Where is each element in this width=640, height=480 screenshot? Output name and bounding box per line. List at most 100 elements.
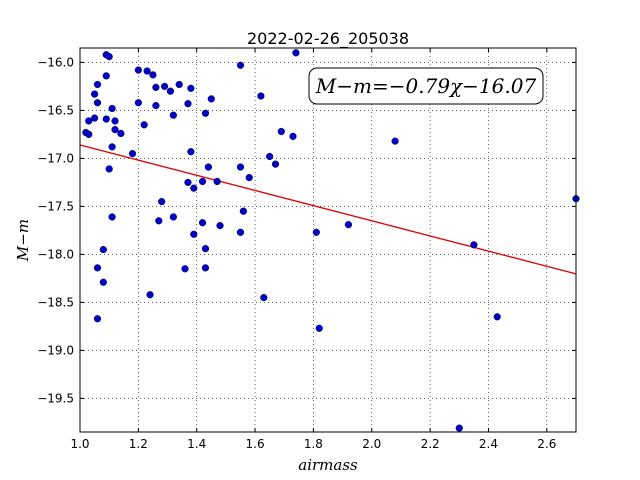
data-point — [312, 228, 320, 236]
y-tick-label: −16.0 — [37, 55, 74, 69]
y-tick-label: −17.0 — [37, 151, 74, 165]
data-point — [90, 90, 99, 98]
data-point — [108, 104, 116, 113]
x-tick-label: 1.4 — [187, 437, 206, 451]
x-axis-label: airmass — [298, 456, 358, 474]
data-point — [169, 213, 177, 221]
data-point — [155, 217, 163, 225]
data-point — [161, 82, 169, 91]
data-point — [236, 163, 245, 171]
data-point — [289, 132, 297, 140]
x-tick-label: 1.6 — [246, 437, 265, 451]
x-tick-label: 1.0 — [70, 437, 89, 451]
data-point — [105, 53, 113, 61]
y-axis-label: M−m — [14, 219, 32, 262]
data-points — [82, 49, 580, 432]
data-point — [213, 177, 221, 186]
data-point — [277, 127, 285, 136]
data-point — [187, 84, 195, 92]
data-point — [187, 148, 195, 156]
data-point — [146, 291, 154, 299]
data-point — [108, 143, 116, 151]
data-point — [344, 221, 353, 229]
data-point — [90, 114, 99, 122]
data-point — [260, 294, 268, 302]
data-point — [455, 424, 463, 432]
data-point — [391, 137, 399, 145]
y-axis-ticks: −16.0 −16.5 −17.0 −17.5 −18.0 −18.5 −19.0 −19.5 — [37, 55, 576, 405]
data-point — [315, 324, 323, 332]
data-point — [105, 165, 113, 173]
x-tick-label: 1.8 — [304, 437, 323, 451]
data-point — [149, 71, 157, 79]
x-tick-label: 2.2 — [421, 437, 440, 451]
y-tick-label: −19.5 — [37, 391, 74, 405]
plot-frame — [79, 47, 577, 433]
y-tick-label: −19.0 — [37, 343, 74, 357]
x-tick-label: 2.4 — [479, 437, 498, 451]
data-point — [470, 241, 478, 249]
y-tick-label: −18.0 — [37, 247, 74, 261]
data-point — [152, 101, 160, 110]
data-point — [216, 222, 224, 230]
grid — [79, 48, 576, 432]
data-point — [271, 160, 280, 168]
chart-title: 2022-02-26_205038 — [247, 29, 409, 49]
data-point — [198, 177, 207, 186]
data-point — [128, 150, 137, 158]
data-point — [175, 80, 183, 89]
data-point — [143, 67, 151, 75]
y-tick-label: −18.5 — [37, 295, 74, 309]
data-point — [198, 219, 207, 227]
data-point — [93, 99, 102, 107]
y-tick-label: −17.5 — [37, 199, 74, 213]
data-point — [85, 130, 93, 139]
data-point — [166, 87, 175, 95]
data-point — [184, 100, 192, 108]
data-point — [245, 174, 253, 182]
data-point — [158, 198, 166, 206]
fit-line — [79, 144, 577, 275]
x-tick-label: 1.2 — [129, 437, 148, 451]
data-point — [201, 109, 210, 117]
fit-annotation: M−m=−0.79χ−16.07 — [308, 67, 544, 105]
data-point — [111, 117, 119, 125]
data-point — [152, 83, 160, 91]
data-point — [207, 95, 215, 103]
data-point — [266, 152, 274, 161]
data-point — [108, 213, 116, 221]
data-point — [236, 228, 245, 236]
data-point — [169, 111, 177, 119]
data-point — [204, 163, 212, 171]
data-point — [117, 129, 125, 138]
x-tick-label: 2.0 — [362, 437, 381, 451]
data-point — [102, 115, 110, 123]
data-point — [239, 207, 247, 215]
data-point — [111, 126, 119, 134]
data-point — [93, 315, 102, 323]
plot-background — [80, 48, 576, 432]
data-point — [184, 178, 192, 187]
data-point — [292, 49, 300, 57]
data-point — [181, 265, 189, 273]
data-point — [85, 117, 93, 125]
data-point — [102, 72, 110, 80]
y-tick-label: −16.5 — [37, 103, 74, 117]
data-point — [201, 264, 210, 272]
data-point — [134, 99, 142, 107]
data-point — [134, 66, 142, 74]
data-point — [99, 246, 107, 254]
data-point — [93, 80, 102, 89]
data-point — [93, 264, 102, 272]
data-point — [99, 278, 107, 286]
data-point — [190, 230, 198, 238]
x-tick-label: 2.6 — [537, 437, 556, 451]
plot-area: 1.0 1.2 1.4 1.6 1.8 2.0 2.2 2.4 2.6 −16.0−16.5−1… — [37, 47, 580, 451]
data-point — [190, 184, 198, 192]
data-point — [201, 245, 210, 253]
annotation-text: M−m=−0.79χ−16.07 — [315, 74, 537, 98]
x-axis-ticks: 1.0 1.2 1.4 1.6 1.8 2.0 2.2 2.4 2.6 — [70, 48, 556, 451]
data-point — [493, 313, 501, 321]
annotation-box — [308, 67, 544, 105]
